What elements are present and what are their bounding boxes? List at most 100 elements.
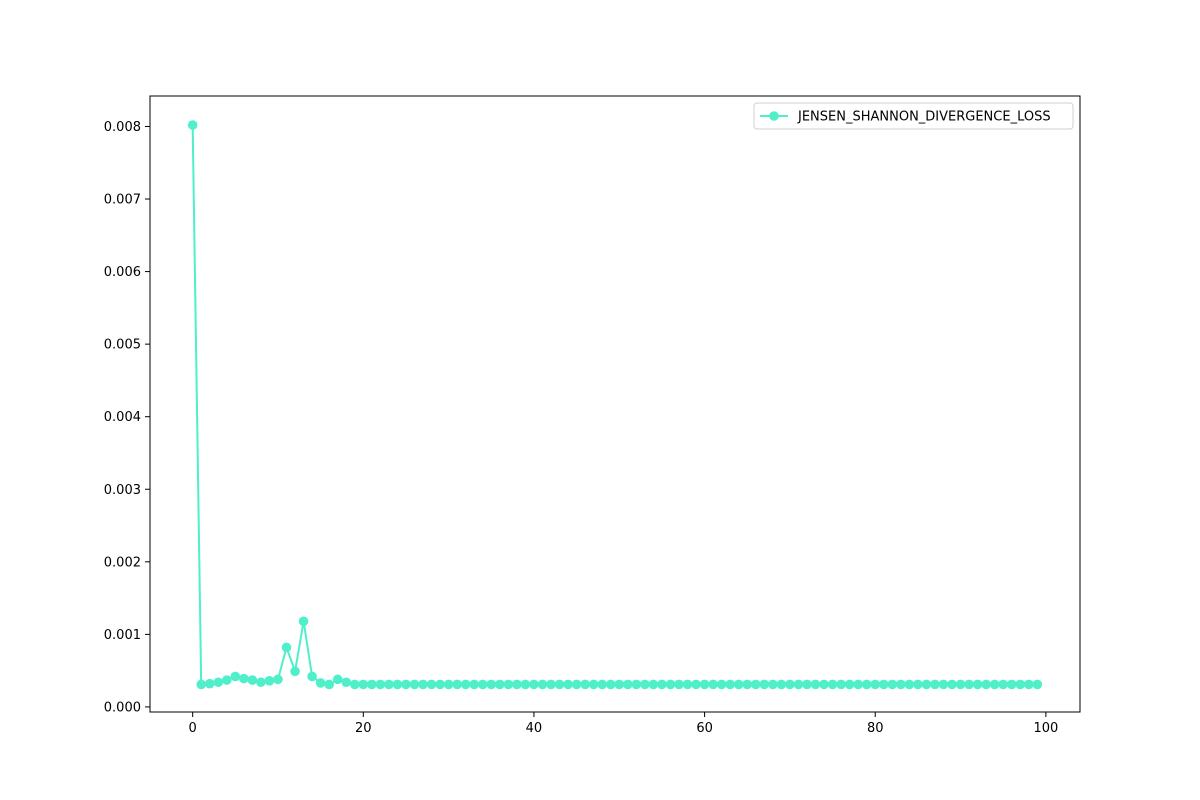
data-point [887,679,898,690]
data-point [588,679,599,690]
data-point [819,679,829,690]
data-point [947,679,957,690]
data-point [904,679,915,690]
data-point [512,679,522,690]
data-point [759,679,770,690]
data-point [896,679,906,690]
data-point [733,679,744,690]
data-point [981,679,991,690]
data-point [682,679,693,690]
data-point [554,679,565,690]
data-point [264,676,275,686]
data-point [315,678,326,688]
data-point [930,679,940,690]
legend-marker-swatch [769,111,779,121]
data-point [273,674,283,685]
y-tick-label: 0.008 [104,120,141,135]
data-point [401,679,411,690]
data-point [281,642,292,653]
x-tick-label: 20 [355,721,372,736]
data-point [861,679,872,690]
data-point [614,679,625,690]
data-point [785,679,795,690]
data-point [486,679,497,690]
data-point [409,679,420,690]
data-point [1015,679,1026,690]
data-point [375,679,386,690]
axes-frame [149,95,1081,713]
data-point [341,677,352,688]
data-point [674,679,684,690]
data-point [691,679,701,690]
data-point [725,679,735,690]
data-point [221,675,232,685]
x-tick-label: 40 [526,721,543,736]
data-point [913,679,923,690]
data-point [1006,679,1017,690]
data-point [708,679,718,690]
data-point [640,679,650,690]
data-point [870,679,881,690]
data-point [495,679,505,690]
data-point [742,679,753,690]
data-point [998,679,1009,690]
data-point [529,679,539,690]
legend[interactable]: JENSEN_SHANNON_DIVERGENCE_LOSS [753,102,1074,130]
data-point [298,616,309,627]
data-point [964,679,974,690]
data-point [810,679,821,690]
data-point [196,679,206,690]
data-point [503,679,514,690]
legend-label: JENSEN_SHANNON_DIVERGENCE_LOSS [797,110,1051,125]
plot-background [150,96,1080,712]
y-tick-label: 0.005 [104,338,141,353]
data-point [1024,679,1034,690]
data-point [827,679,838,690]
data-point [452,679,462,690]
data-point [597,679,608,690]
y-tick-label: 0.004 [104,410,141,425]
data-point [443,679,454,690]
data-point [213,677,224,688]
y-tick-label: 0.002 [104,555,141,570]
data-point [367,679,377,690]
data-point [435,679,445,690]
data-point [605,679,616,690]
data-point [665,679,676,690]
data-point [520,679,531,690]
data-point [469,679,480,690]
x-tick-label: 60 [696,721,713,736]
data-point [768,679,778,690]
data-point [972,679,983,690]
data-point [563,679,573,690]
plot-area [149,95,1081,713]
x-axis: 0 20 40 60 80 100 [189,712,1058,736]
data-point [187,120,198,130]
data-point [853,679,863,690]
data-point [256,677,266,688]
data-point [247,675,258,685]
data-point [460,679,471,690]
data-point [204,678,215,689]
data-point [230,671,241,682]
y-tick-label: 0.003 [104,483,141,498]
legend-box [753,102,1074,130]
data-point [324,679,334,690]
data-point [793,679,804,690]
data-point [332,674,343,685]
data-point [307,671,317,682]
data-point [921,679,932,690]
data-point [716,679,727,690]
data-point [955,679,966,690]
data-point [699,679,710,690]
data-point [477,679,488,690]
data-point [384,679,394,690]
data-point [938,679,949,690]
data-point [580,679,590,690]
x-tick-label: 80 [867,721,884,736]
y-tick-label: 0.001 [104,628,141,643]
y-tick-label: 0.007 [104,193,141,208]
data-point [776,679,787,690]
data-point [239,673,249,684]
